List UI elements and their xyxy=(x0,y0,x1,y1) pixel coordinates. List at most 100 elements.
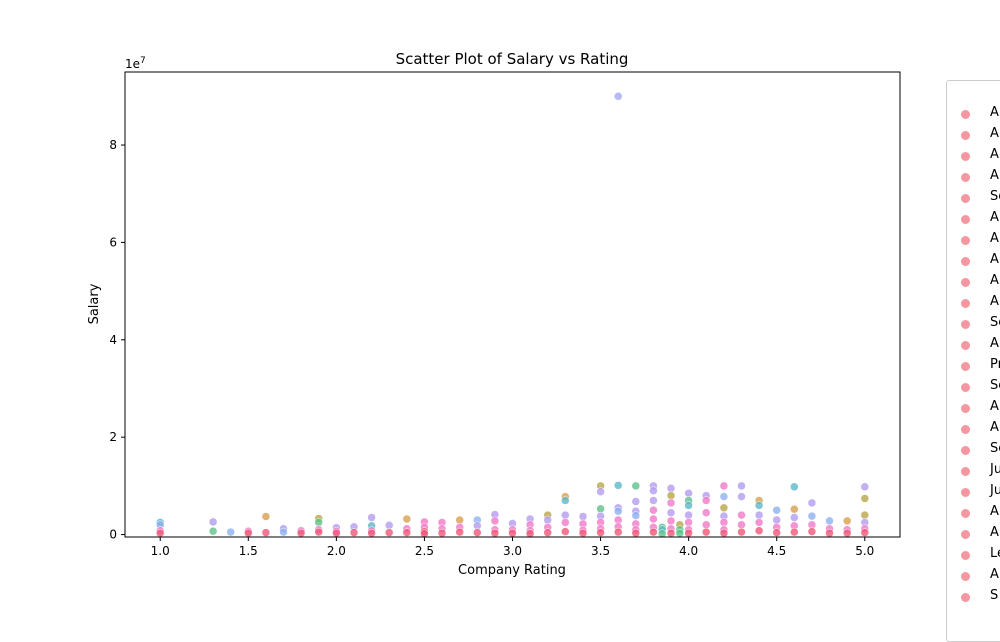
legend-label: Se xyxy=(990,378,1000,393)
data-point xyxy=(701,508,711,517)
data-point xyxy=(772,528,781,537)
legend-marker xyxy=(961,593,970,602)
data-point xyxy=(490,528,500,538)
data-point xyxy=(825,516,834,526)
data-point xyxy=(860,494,870,503)
legend-label: Se xyxy=(990,315,1000,330)
data-point xyxy=(754,510,764,520)
legend: AAAASeAAAAASeAPrSeAASeJuJuAALeAS xyxy=(946,80,1000,642)
legend-label: A xyxy=(990,525,999,540)
data-point xyxy=(455,515,464,525)
legend-label: A xyxy=(990,336,999,351)
data-point xyxy=(631,481,641,491)
data-point xyxy=(790,504,799,514)
legend-label: S xyxy=(990,588,999,603)
legend-item: Se xyxy=(947,314,1000,334)
data-point xyxy=(666,508,676,517)
legend-label: A xyxy=(990,420,999,435)
legend-marker xyxy=(961,278,970,287)
legend-label: A xyxy=(990,210,999,225)
x-tick-label: 1.5 xyxy=(239,544,258,558)
legend-label: A xyxy=(990,504,999,519)
data-point xyxy=(208,517,218,527)
data-point xyxy=(701,496,711,505)
scatter-chart: Scatter Plot of Salary vs Rating 1e7 1.0… xyxy=(87,50,901,578)
data-point xyxy=(455,527,464,537)
data-point xyxy=(860,510,870,520)
legend-item: Se xyxy=(947,188,1000,208)
x-tick-label: 3.0 xyxy=(503,544,522,558)
legend-label: Se xyxy=(990,441,1000,456)
legend-item: Ju xyxy=(947,482,1000,502)
x-tick-label: 1.0 xyxy=(151,544,170,558)
data-point xyxy=(402,528,412,537)
data-point xyxy=(631,497,641,506)
plot-area xyxy=(124,71,901,538)
data-point xyxy=(684,528,693,538)
data-point xyxy=(842,516,852,526)
legend-marker xyxy=(961,299,970,308)
y-axis: 0 2 4 6 8 xyxy=(109,138,125,542)
y-tick-label: 6 xyxy=(109,235,117,249)
data-point xyxy=(613,527,623,537)
legend-marker xyxy=(961,467,970,476)
data-point xyxy=(684,518,693,527)
legend-marker xyxy=(961,488,970,497)
legend-item: A xyxy=(947,230,1000,250)
data-point xyxy=(314,527,323,537)
legend-item: Le xyxy=(947,545,1000,565)
legend-item: Se xyxy=(947,440,1000,460)
legend-label: A xyxy=(990,273,999,288)
data-point xyxy=(719,481,729,491)
data-point xyxy=(543,515,552,525)
data-point xyxy=(842,528,852,538)
legend-label: Ju xyxy=(990,483,1000,498)
legend-label: A xyxy=(990,399,999,414)
data-point xyxy=(561,510,570,520)
data-point xyxy=(578,528,588,538)
data-point xyxy=(437,528,447,538)
data-point xyxy=(596,504,605,514)
legend-item: S xyxy=(947,587,1000,607)
x-tick-label: 4.0 xyxy=(679,544,698,558)
data-point xyxy=(649,496,658,505)
data-point xyxy=(613,506,623,516)
legend-item: A xyxy=(947,335,1000,355)
data-point xyxy=(314,518,323,527)
data-point xyxy=(666,528,676,538)
legend-item: A xyxy=(947,251,1000,271)
data-point xyxy=(349,528,359,537)
legend-marker xyxy=(961,509,970,518)
x-tick-label: 3.5 xyxy=(591,544,610,558)
chart-title: Scatter Plot of Salary vs Rating xyxy=(396,50,629,68)
legend-marker xyxy=(961,404,970,413)
data-point xyxy=(737,492,746,501)
data-point xyxy=(657,529,667,538)
legend-item: A xyxy=(947,272,1000,292)
legend-marker xyxy=(961,194,970,203)
legend-marker xyxy=(961,110,970,119)
data-point xyxy=(367,528,376,538)
data-point xyxy=(860,528,870,537)
data-point xyxy=(737,520,746,530)
y-tick-label: 8 xyxy=(109,138,117,152)
legend-marker xyxy=(961,551,970,560)
data-point xyxy=(649,486,658,495)
legend-label: A xyxy=(990,294,999,309)
legend-label: A xyxy=(990,105,999,120)
data-point xyxy=(737,481,746,491)
data-point xyxy=(790,482,799,492)
data-point xyxy=(561,518,570,527)
data-point xyxy=(772,515,781,525)
data-point xyxy=(420,529,429,538)
data-point xyxy=(649,514,658,524)
y-scale-label: 1e7 xyxy=(125,56,146,71)
legend-label: A xyxy=(990,126,999,141)
legend-item: A xyxy=(947,209,1000,229)
data-point xyxy=(384,528,394,537)
data-point xyxy=(525,529,535,538)
data-point xyxy=(701,527,711,537)
legend-item: A xyxy=(947,125,1000,145)
x-tick-label: 2.5 xyxy=(415,544,434,558)
data-point xyxy=(613,92,623,101)
